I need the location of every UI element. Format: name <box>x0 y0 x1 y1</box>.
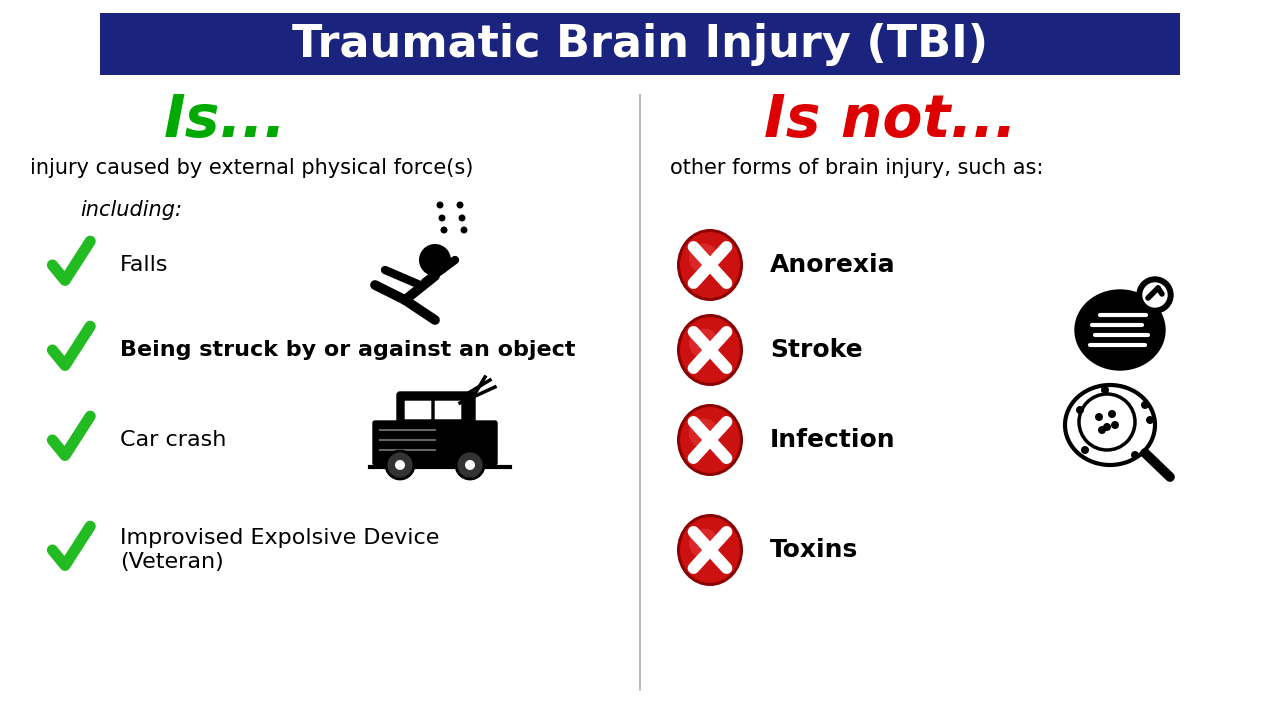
Text: Toxins: Toxins <box>771 538 859 562</box>
Circle shape <box>1146 416 1155 424</box>
Ellipse shape <box>689 243 719 274</box>
Circle shape <box>1143 283 1167 307</box>
Text: Traumatic Brain Injury (TBI): Traumatic Brain Injury (TBI) <box>292 22 988 66</box>
Ellipse shape <box>680 407 740 473</box>
Ellipse shape <box>680 517 740 583</box>
Ellipse shape <box>680 232 740 298</box>
Circle shape <box>1079 394 1135 450</box>
Circle shape <box>1111 421 1119 429</box>
Circle shape <box>396 460 404 470</box>
Ellipse shape <box>1075 290 1165 370</box>
Text: Being struck by or against an object: Being struck by or against an object <box>120 340 576 360</box>
Circle shape <box>1098 426 1106 434</box>
Circle shape <box>1094 413 1103 421</box>
Circle shape <box>458 215 466 222</box>
Circle shape <box>436 202 443 209</box>
Circle shape <box>461 227 467 233</box>
Text: injury caused by external physical force(s): injury caused by external physical force… <box>29 158 474 178</box>
Ellipse shape <box>1065 385 1155 465</box>
Text: including:: including: <box>81 200 182 220</box>
Text: Falls: Falls <box>120 255 169 275</box>
Text: Is...: Is... <box>164 91 287 148</box>
Text: Is not...: Is not... <box>764 91 1016 148</box>
Circle shape <box>1132 451 1139 459</box>
Circle shape <box>465 460 475 470</box>
Text: other forms of brain injury, such as:: other forms of brain injury, such as: <box>669 158 1043 178</box>
Ellipse shape <box>677 314 742 386</box>
FancyBboxPatch shape <box>397 392 475 426</box>
Circle shape <box>419 244 451 276</box>
FancyBboxPatch shape <box>404 400 433 420</box>
Text: Infection: Infection <box>771 428 896 452</box>
Circle shape <box>1137 277 1172 313</box>
FancyBboxPatch shape <box>372 421 497 465</box>
Circle shape <box>456 451 484 479</box>
Circle shape <box>387 451 413 479</box>
Ellipse shape <box>680 317 740 383</box>
Ellipse shape <box>677 514 742 586</box>
FancyBboxPatch shape <box>100 13 1180 75</box>
Circle shape <box>1140 401 1149 409</box>
Circle shape <box>439 215 445 222</box>
Text: Improvised Expolsive Device
(Veteran): Improvised Expolsive Device (Veteran) <box>120 528 439 572</box>
Circle shape <box>440 227 448 233</box>
Ellipse shape <box>689 418 719 449</box>
Circle shape <box>457 202 463 209</box>
Ellipse shape <box>689 328 719 359</box>
Circle shape <box>1101 386 1108 394</box>
Ellipse shape <box>677 404 742 476</box>
Circle shape <box>1082 446 1089 454</box>
Text: Anorexia: Anorexia <box>771 253 896 277</box>
Ellipse shape <box>689 528 719 558</box>
Circle shape <box>1108 410 1116 418</box>
Ellipse shape <box>677 229 742 301</box>
Circle shape <box>1103 423 1111 431</box>
Circle shape <box>1076 406 1084 414</box>
Text: Stroke: Stroke <box>771 338 863 362</box>
FancyBboxPatch shape <box>434 400 462 420</box>
Text: Car crash: Car crash <box>120 430 227 450</box>
